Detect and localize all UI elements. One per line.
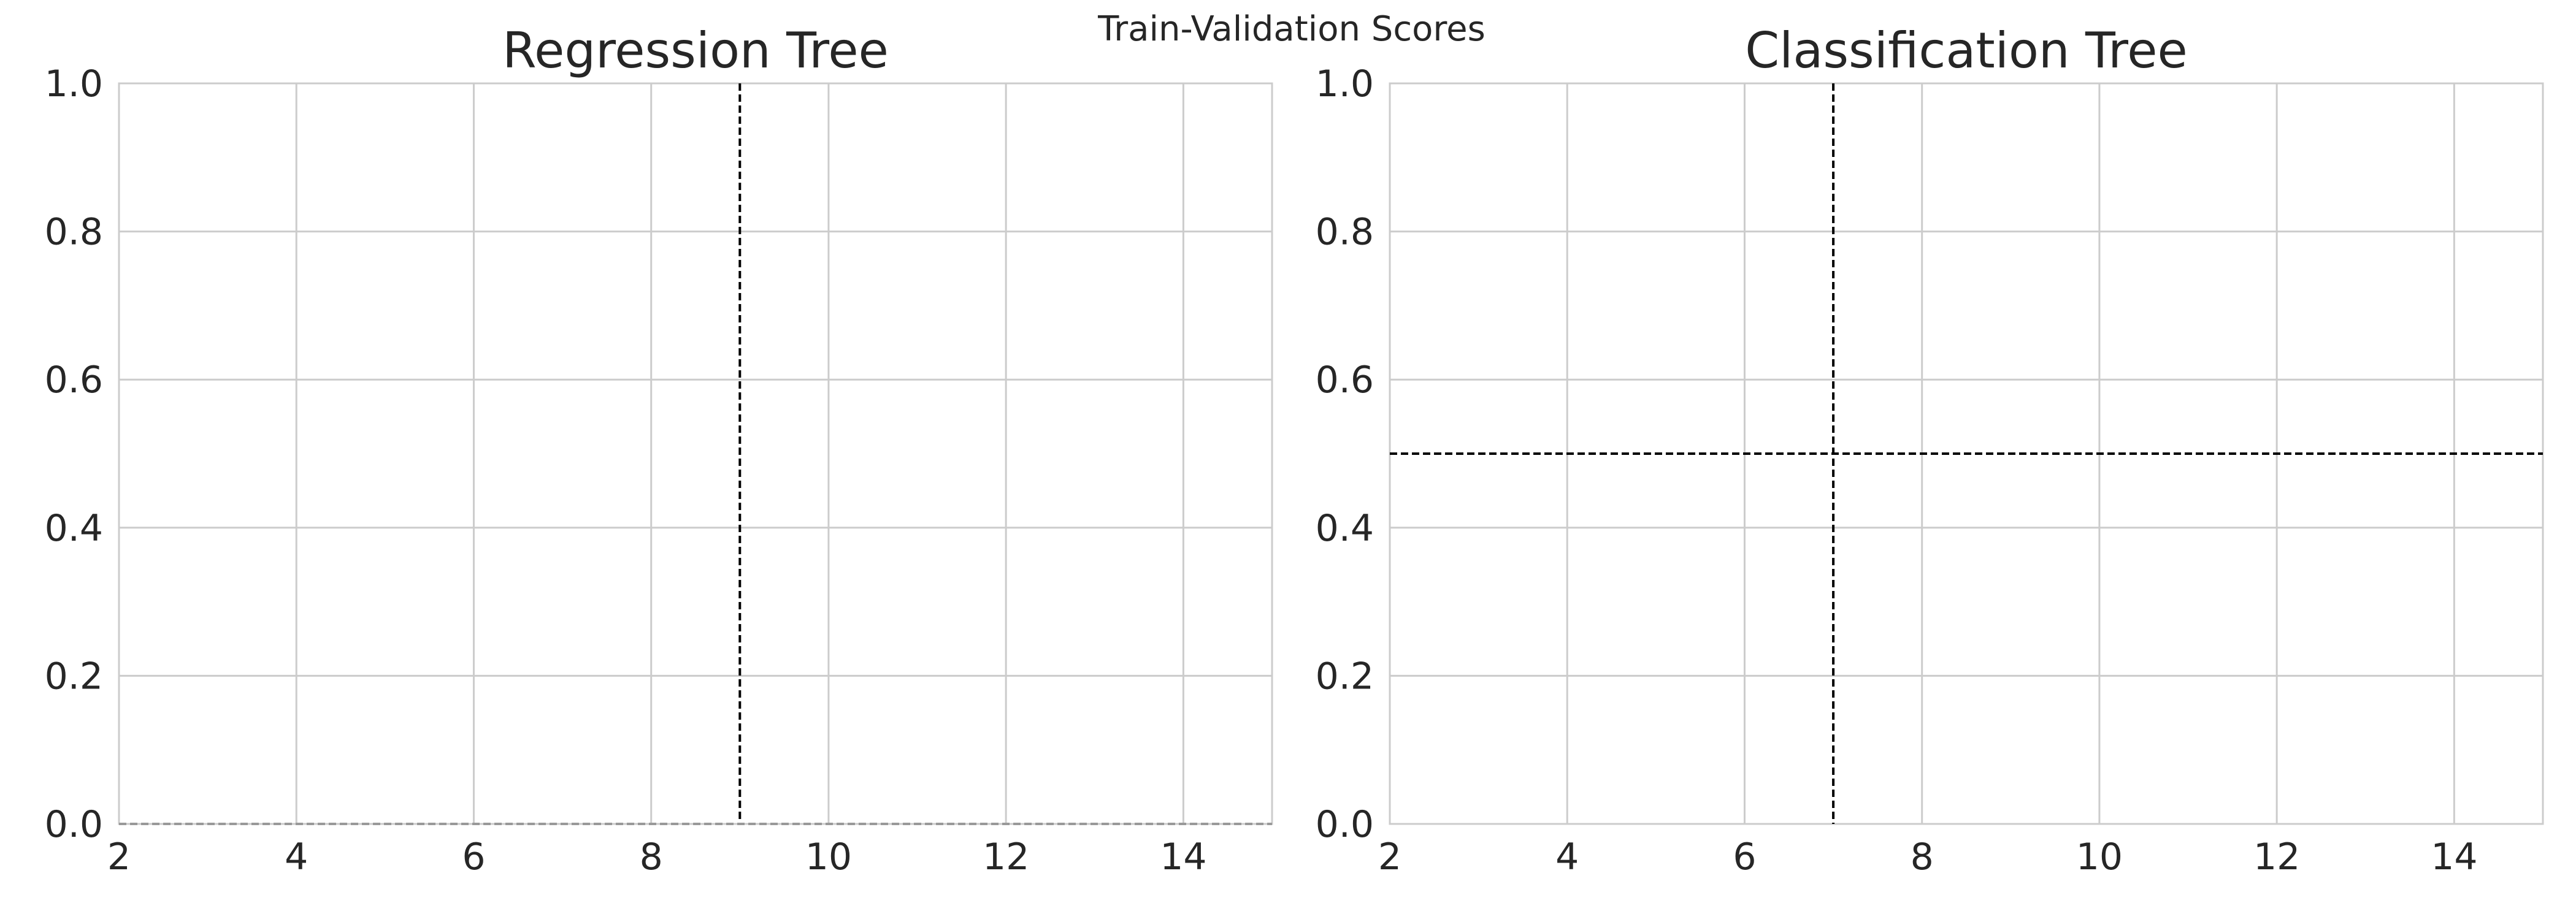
chart-1-x-tick-label: 6 — [462, 836, 485, 878]
chart-2-y-tick-label: 0.6 — [1316, 359, 1374, 402]
chart-2-y-tick-label: 0.4 — [1316, 507, 1374, 550]
chart-2-y-tick-label: 0.8 — [1316, 211, 1374, 254]
chart-2-x-tick-label: 6 — [1733, 836, 1756, 878]
chart-1-y-tick-label: 0.2 — [45, 655, 103, 698]
chart-1-x-tick-label: 14 — [1160, 836, 1206, 878]
chart-2-x-tick-label: 12 — [2253, 836, 2300, 878]
chart-2-y-tick-label: 0.2 — [1316, 655, 1374, 698]
chart-1-x-tick-label: 10 — [805, 836, 852, 878]
chart-1-y-tick-label: 1.0 — [45, 63, 103, 105]
chart-2-x-tick-label: 10 — [2076, 836, 2123, 878]
chart-1-y-tick-label: 0.0 — [45, 803, 103, 846]
chart-2-x-tick-label: 8 — [1911, 836, 1934, 878]
chart-1-plot-frame — [118, 82, 1273, 825]
chart-2-y-tick-label: 1.0 — [1316, 63, 1374, 105]
chart-1-title: Regression Tree — [502, 22, 889, 79]
chart-2-x-tick-label: 2 — [1378, 836, 1401, 878]
chart-1-y-tick-label: 0.8 — [45, 211, 103, 254]
chart-2-x-tick-label: 4 — [1555, 836, 1579, 878]
chart-1-x-tick-label: 12 — [983, 836, 1029, 878]
chart-1-x-tick-label: 4 — [285, 836, 308, 878]
figure-suptitle: Train-Validation Scores — [1097, 9, 1485, 49]
chart-2-title: Classification Tree — [1745, 22, 2187, 79]
chart-1-x-tick-label: 2 — [107, 836, 131, 878]
chart-1-y-tick-label: 0.4 — [45, 507, 103, 550]
chart-1-y-tick-label: 0.6 — [45, 359, 103, 402]
chart-1-x-tick-label: 8 — [640, 836, 663, 878]
chart-2-x-tick-label: 14 — [2431, 836, 2477, 878]
chart-2-y-tick-label: 0.0 — [1316, 803, 1374, 846]
